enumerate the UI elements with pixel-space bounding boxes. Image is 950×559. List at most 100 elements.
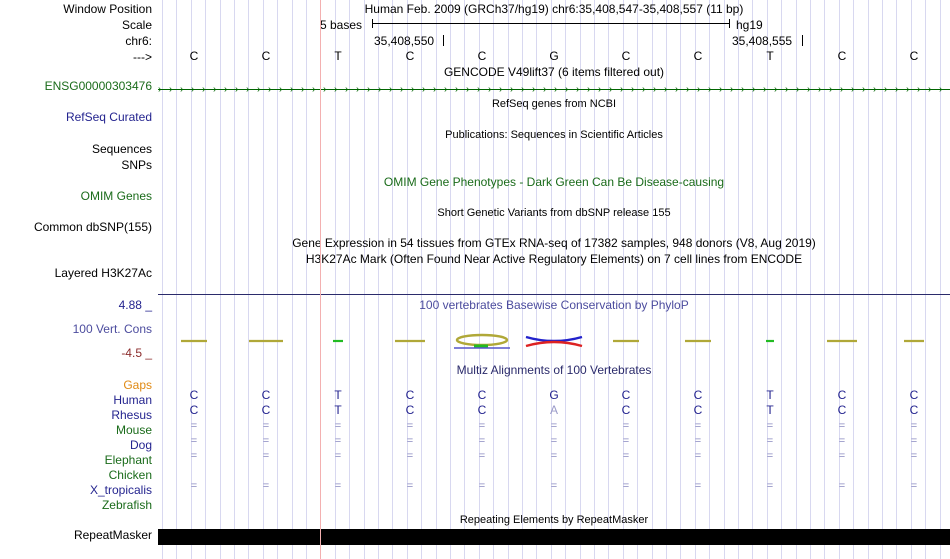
multiz-unaligned-marker: = — [262, 435, 270, 447]
track-title-publications[interactable]: Publications: Sequences in Scientific Ar… — [445, 129, 663, 141]
multiz-unaligned-marker: = — [838, 435, 846, 447]
multiz-unaligned-marker: = — [766, 450, 774, 462]
label-sequences[interactable]: Sequences — [91, 142, 152, 156]
label-species-elephant[interactable]: Elephant — [104, 453, 152, 467]
strand-arrow-icon: › — [543, 84, 547, 95]
multiz-base-human: T — [766, 388, 774, 402]
label-species-chicken[interactable]: Chicken — [108, 468, 152, 482]
phylop-conservation-track[interactable] — [158, 294, 950, 350]
multiz-unaligned-marker: = — [406, 435, 414, 447]
track-title-dbsnp[interactable]: Short Genetic Variants from dbSNP releas… — [437, 207, 671, 219]
grid-line — [522, 0, 523, 559]
track-title-gencode[interactable]: GENCODE V49lift37 (6 items filtered out) — [443, 65, 665, 79]
strand-arrow-icon: › — [631, 84, 635, 95]
strand-arrow-icon: › — [895, 84, 899, 95]
grid-line — [507, 0, 509, 559]
strand-arrow-icon: › — [708, 84, 712, 95]
strand-arrow-icon: › — [774, 84, 778, 95]
strand-arrow-icon: › — [862, 84, 866, 95]
label-species-zebrafish[interactable]: Zebrafish — [101, 498, 152, 512]
strand-arrow-icon: › — [202, 84, 206, 95]
track-title-encode[interactable]: H3K27Ac Mark (Often Found Near Active Re… — [305, 252, 803, 266]
multiz-unaligned-marker: = — [334, 435, 342, 447]
track-title-gtex[interactable]: Gene Expression in 54 tissues from GTEx … — [292, 236, 816, 250]
track-data-area[interactable]: Human Feb. 2009 (GRCh37/hg19) chr6:35,40… — [158, 0, 950, 559]
strand-arrow-icon: › — [675, 84, 679, 95]
grid-line — [838, 0, 840, 559]
grid-line — [810, 0, 811, 559]
label-strand-arrow: ---> — [133, 50, 152, 64]
grid-line — [536, 0, 538, 559]
label-species-rhesus[interactable]: Rhesus — [111, 408, 152, 422]
strand-arrow-icon: › — [829, 84, 833, 95]
label-common-dbsnp[interactable]: Common dbSNP(155) — [33, 220, 152, 234]
reference-base: C — [261, 49, 271, 63]
track-title-multiz[interactable]: Multiz Alignments of 100 Vertebrates — [456, 363, 652, 377]
strand-arrow-icon: › — [642, 84, 646, 95]
multiz-base-human: C — [909, 388, 919, 402]
assembly-title: Human Feb. 2009 (GRCh37/hg19) chr6:35,40… — [364, 2, 744, 16]
grid-line — [738, 0, 739, 559]
grid-line — [680, 0, 682, 559]
multiz-unaligned-marker: = — [334, 450, 342, 462]
multiz-unaligned-marker: = — [262, 450, 270, 462]
label-species-mouse[interactable]: Mouse — [115, 423, 152, 437]
strand-arrow-icon: › — [400, 84, 404, 95]
multiz-unaligned-marker: = — [910, 480, 918, 492]
strand-arrow-icon: › — [851, 84, 855, 95]
grid-lines — [158, 0, 950, 559]
grid-line — [666, 0, 667, 559]
strand-arrow-icon: › — [697, 84, 701, 95]
strand-arrow-icon: › — [257, 84, 261, 95]
multiz-base-rhesus: A — [549, 403, 558, 417]
grid-line — [910, 0, 912, 559]
label-species-xtropicalis[interactable]: X_tropicalis — [89, 483, 152, 497]
label-cons-title[interactable]: 100 Vert. Cons — [72, 322, 152, 336]
grid-line — [406, 0, 408, 559]
track-title-refseq[interactable]: RefSeq genes from NCBI — [491, 98, 617, 110]
multiz-unaligned-marker: = — [406, 480, 414, 492]
multiz-unaligned-marker: = — [910, 450, 918, 462]
strand-arrow-icon: › — [466, 84, 470, 95]
label-species-dog[interactable]: Dog — [129, 438, 152, 452]
grid-line — [853, 0, 855, 559]
grid-line — [781, 0, 783, 559]
strand-arrow-icon: › — [554, 84, 558, 95]
grid-line — [363, 0, 365, 559]
strand-arrow-icon: › — [576, 84, 580, 95]
grid-line — [766, 0, 768, 559]
label-snps[interactable]: SNPs — [121, 158, 152, 172]
gencode-gene-track[interactable]: › › › › › › › › › › › › › › › › › › › › › › › › › › › › › › › › › › › › › › › ›… — [158, 84, 950, 95]
track-title-phylop[interactable]: 100 vertebrates Basewise Conservation by… — [419, 298, 689, 312]
grid-line — [723, 0, 725, 559]
grid-line — [896, 0, 898, 559]
multiz-base-human: G — [549, 388, 559, 402]
label-cons-min: -4.5 _ — [121, 346, 152, 360]
multiz-unaligned-marker: = — [334, 420, 342, 432]
track-title-repeatmasker[interactable]: Repeating Elements by RepeatMasker — [459, 514, 649, 526]
label-gaps[interactable]: Gaps — [123, 378, 152, 392]
label-repeatmasker[interactable]: RepeatMasker — [73, 528, 152, 542]
grid-line — [550, 0, 552, 559]
label-gencode-gene[interactable]: ENSG00000303476 — [44, 79, 152, 93]
multiz-unaligned-marker: = — [550, 450, 558, 462]
label-layered-h3k27ac[interactable]: Layered H3K27Ac — [54, 266, 152, 280]
label-refseq-curated[interactable]: RefSeq Curated — [65, 110, 152, 124]
strand-arrow-icon: › — [444, 84, 448, 95]
grid-line — [334, 0, 336, 559]
conservation-shape-positive — [525, 335, 583, 343]
strand-arrow-icon: › — [939, 84, 943, 95]
repeatmasker-bar[interactable] — [158, 529, 950, 545]
strand-arrow-icon: › — [433, 84, 437, 95]
strand-arrow-icon: › — [422, 84, 426, 95]
strand-arrow-icon: › — [807, 84, 811, 95]
label-omim-genes[interactable]: OMIM Genes — [80, 189, 152, 203]
coordinate-right: 35,408,555 — [732, 34, 793, 48]
label-species-human[interactable]: Human — [113, 393, 152, 407]
track-title-omim[interactable]: OMIM Gene Phenotypes - Dark Green Can Be… — [383, 175, 725, 189]
strand-arrow-icon: › — [873, 84, 877, 95]
grid-line — [694, 0, 696, 559]
grid-line — [579, 0, 581, 559]
strand-arrow-icon: › — [917, 84, 921, 95]
